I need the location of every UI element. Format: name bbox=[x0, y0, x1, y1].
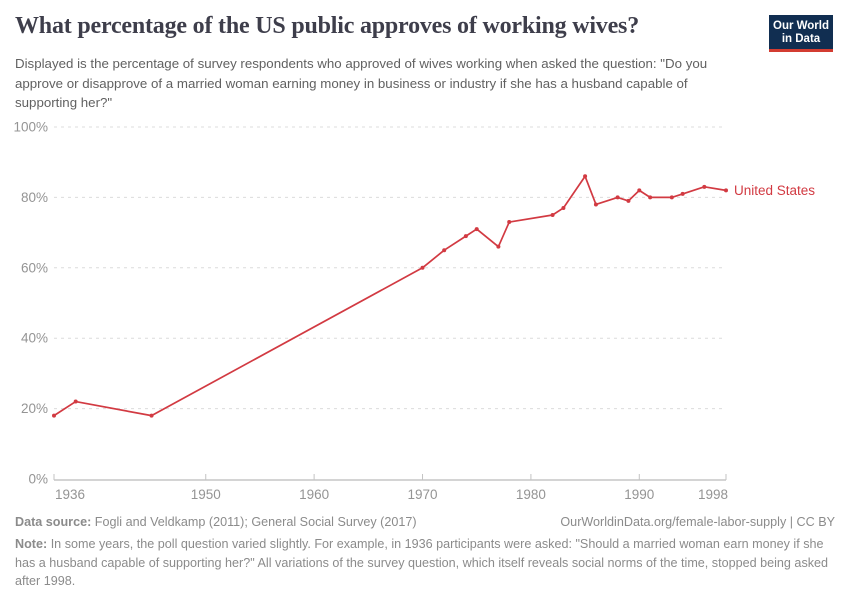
data-point bbox=[550, 213, 555, 217]
data-point bbox=[149, 413, 154, 418]
x-axis-tick-label: 1950 bbox=[191, 487, 221, 502]
y-axis-tick-label: 40% bbox=[21, 331, 48, 346]
x-axis-tick-label: 1980 bbox=[516, 487, 546, 502]
x-axis-tick-label: 1936 bbox=[55, 487, 85, 502]
data-line-united-states bbox=[53, 175, 727, 417]
y-axis-tick-label: 0% bbox=[28, 472, 48, 487]
series-label: United States bbox=[734, 183, 815, 198]
data-point bbox=[626, 198, 631, 203]
data-source: Data source: Fogli and Veldkamp (2011); … bbox=[15, 514, 417, 531]
data-point bbox=[561, 205, 566, 210]
y-axis-tick-label: 100% bbox=[13, 120, 48, 135]
data-point bbox=[680, 191, 685, 196]
data-point bbox=[648, 195, 653, 200]
x-axis-tick-label: 1990 bbox=[624, 487, 654, 502]
data-point bbox=[637, 188, 642, 193]
data-point bbox=[583, 174, 588, 179]
x-axis-tick-label: 1998 bbox=[698, 487, 728, 502]
chart-subtitle: Displayed is the percentage of survey re… bbox=[15, 56, 708, 110]
data-point bbox=[73, 399, 78, 404]
data-point bbox=[420, 265, 425, 270]
owid-logo: Our World in Data bbox=[769, 15, 833, 52]
data-source-label: Data source: bbox=[15, 515, 92, 529]
x-axis-tick-label: 1960 bbox=[299, 487, 329, 502]
footnote-label: Note: bbox=[15, 537, 48, 551]
owid-logo-line1: Our World bbox=[773, 20, 830, 32]
data-source-text: Fogli and Veldkamp (2011); General Socia… bbox=[94, 515, 417, 529]
footnote-text: In some years, the poll question varied … bbox=[15, 537, 829, 588]
y-axis-tick-label: 60% bbox=[21, 260, 48, 275]
footer-source-row: Data source: Fogli and Veldkamp (2011); … bbox=[15, 514, 835, 531]
data-point bbox=[724, 188, 728, 193]
attribution-link[interactable]: OurWorldinData.org/female-labor-supply |… bbox=[560, 515, 835, 529]
data-point bbox=[496, 244, 501, 249]
data-point bbox=[463, 234, 468, 239]
data-point bbox=[507, 220, 512, 225]
owid-logo-line2: in Data bbox=[781, 33, 821, 45]
data-point bbox=[669, 195, 674, 200]
data-point bbox=[702, 184, 707, 189]
data-point bbox=[442, 248, 447, 253]
data-point bbox=[474, 227, 479, 232]
footnote: Note: In some years, the poll question v… bbox=[15, 535, 837, 591]
y-axis-tick-label: 20% bbox=[21, 401, 48, 416]
data-point bbox=[615, 195, 620, 200]
data-point bbox=[593, 202, 598, 207]
page-title: What percentage of the US public approve… bbox=[15, 13, 639, 39]
data-point bbox=[52, 413, 56, 418]
x-axis-tick-label: 1970 bbox=[407, 487, 437, 502]
y-axis-tick-label: 80% bbox=[21, 190, 48, 205]
